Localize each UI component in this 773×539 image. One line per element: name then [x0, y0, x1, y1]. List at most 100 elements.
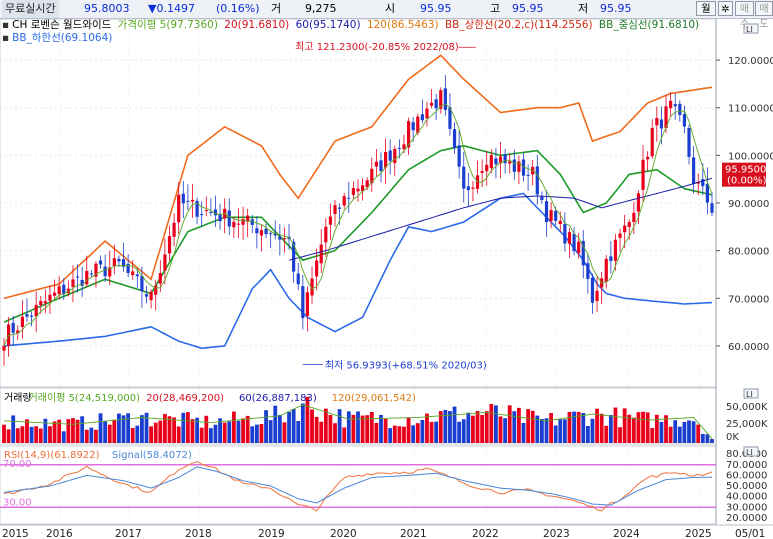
volume-bar[interactable]	[388, 428, 393, 443]
volume-bar[interactable]	[328, 414, 333, 443]
candle-body[interactable]	[494, 158, 498, 165]
panel-button[interactable]	[743, 388, 759, 399]
volume-bar[interactable]	[402, 426, 406, 443]
volume-bar[interactable]	[438, 411, 443, 443]
candle-body[interactable]	[94, 263, 98, 277]
volume-bar[interactable]	[379, 414, 383, 443]
candle-body[interactable]	[328, 216, 333, 225]
volume-bar[interactable]	[494, 405, 498, 443]
candle-body[interactable]	[292, 241, 296, 272]
volume-bar[interactable]	[567, 411, 572, 443]
volume-bar[interactable]	[696, 424, 701, 443]
candle-body[interactable]	[429, 102, 434, 106]
volume-bar[interactable]	[117, 413, 121, 443]
volume-bar[interactable]	[429, 421, 434, 443]
volume-bar[interactable]	[153, 422, 158, 443]
volume-bar[interactable]	[98, 413, 103, 443]
candle-body[interactable]	[158, 273, 162, 284]
candle-body[interactable]	[554, 210, 558, 221]
volume-bar[interactable]	[411, 425, 416, 443]
volume-bar[interactable]	[296, 420, 301, 443]
volume-bar[interactable]	[627, 414, 632, 443]
candle-body[interactable]	[338, 207, 342, 209]
volume-bar[interactable]	[466, 412, 471, 443]
volume-bar[interactable]	[420, 420, 425, 443]
volume-bar[interactable]	[195, 417, 199, 443]
candle-body[interactable]	[16, 330, 20, 334]
volume-bar[interactable]	[181, 412, 186, 443]
candle-body[interactable]	[627, 222, 631, 227]
volume-bar[interactable]	[664, 415, 668, 443]
candle-body[interactable]	[2, 345, 6, 351]
candle-body[interactable]	[117, 258, 121, 262]
candle-body[interactable]	[126, 263, 130, 273]
candle-body[interactable]	[636, 193, 641, 212]
volume-bar[interactable]	[415, 423, 420, 443]
volume-bar[interactable]	[682, 421, 687, 443]
volume-bar[interactable]	[245, 415, 250, 443]
candle-body[interactable]	[512, 159, 516, 172]
candle-body[interactable]	[641, 159, 645, 190]
candle-body[interactable]	[443, 88, 447, 110]
volume-bar[interactable]	[654, 414, 659, 443]
volume-bar[interactable]	[650, 428, 655, 443]
volume-bar[interactable]	[213, 424, 218, 443]
volume-bar[interactable]	[512, 411, 517, 443]
candle-body[interactable]	[664, 106, 668, 128]
volume-bar[interactable]	[250, 426, 255, 443]
volume-bar[interactable]	[710, 439, 714, 443]
volume-bar[interactable]	[176, 426, 181, 443]
volume-bar[interactable]	[457, 421, 462, 443]
volume-bar[interactable]	[43, 418, 48, 443]
volume-bar[interactable]	[562, 419, 567, 443]
volume-bar[interactable]	[673, 420, 678, 443]
candle-body[interactable]	[34, 304, 38, 317]
candle-body[interactable]	[609, 256, 613, 262]
candle-body[interactable]	[282, 238, 287, 240]
candle-body[interactable]	[425, 108, 429, 119]
volume-bar[interactable]	[222, 422, 227, 443]
volume-bar[interactable]	[346, 411, 351, 443]
volume-bar[interactable]	[236, 420, 241, 443]
volume-bar[interactable]	[383, 418, 388, 443]
candle-body[interactable]	[480, 171, 484, 173]
volume-bar[interactable]	[112, 419, 117, 443]
candle-body[interactable]	[393, 148, 397, 164]
candle-body[interactable]	[218, 213, 222, 222]
candle-body[interactable]	[250, 219, 254, 225]
volume-bar[interactable]	[277, 414, 282, 443]
candle-body[interactable]	[374, 161, 378, 167]
candle-body[interactable]	[62, 284, 66, 295]
volume-bar[interactable]	[425, 413, 429, 443]
candle-body[interactable]	[255, 228, 259, 234]
volume-bar[interactable]	[618, 427, 622, 443]
current-price-tag[interactable]	[722, 162, 766, 187]
volume-bar[interactable]	[126, 413, 131, 443]
candle-body[interactable]	[195, 200, 199, 217]
volume-bar[interactable]	[590, 418, 595, 443]
candle-body[interactable]	[342, 196, 346, 206]
candle-body[interactable]	[200, 214, 204, 216]
volume-bar[interactable]	[521, 422, 526, 443]
volume-bar[interactable]	[34, 426, 39, 443]
volume-bar[interactable]	[185, 412, 190, 443]
candle-body[interactable]	[517, 161, 521, 172]
volume-bar[interactable]	[20, 426, 25, 443]
candle-body[interactable]	[411, 122, 415, 131]
volume-bar[interactable]	[365, 415, 370, 443]
candle-body[interactable]	[466, 186, 470, 191]
candle-body[interactable]	[526, 174, 530, 176]
volume-bar[interactable]	[700, 433, 705, 443]
volume-bar[interactable]	[392, 425, 397, 443]
volume-bar[interactable]	[687, 420, 691, 443]
volume-bar[interactable]	[585, 425, 590, 443]
volume-bar[interactable]	[121, 415, 126, 443]
volume-bar[interactable]	[103, 421, 108, 443]
candle-body[interactable]	[595, 290, 599, 302]
candle-body[interactable]	[11, 322, 15, 333]
candle-body[interactable]	[140, 275, 144, 292]
candle-body[interactable]	[172, 222, 176, 237]
candle-body[interactable]	[581, 240, 585, 266]
candle-body[interactable]	[402, 144, 406, 150]
